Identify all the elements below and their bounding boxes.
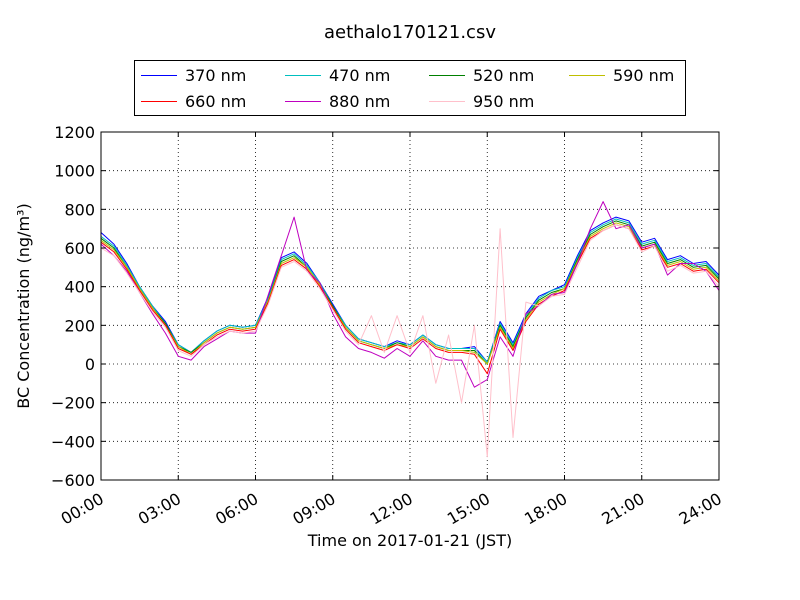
series-layer <box>100 201 720 458</box>
series-line <box>100 218 720 363</box>
chart-title: aethalo170121.csv <box>324 22 496 43</box>
legend-label: 520 nm <box>473 65 535 85</box>
x-tick-label: 03:00 <box>135 489 184 529</box>
y-tick-label: 400 <box>64 278 95 297</box>
legend-label: 880 nm <box>329 91 391 111</box>
legend-item: 880 nm <box>285 90 390 112</box>
legend-swatch <box>285 100 321 102</box>
y-tick-label: −400 <box>51 432 95 451</box>
legend-item: 470 nm <box>285 64 390 86</box>
grid <box>101 132 719 480</box>
y-axis-label: BC Concentration (ng/m³) <box>14 203 33 408</box>
legend-label: 950 nm <box>473 91 535 111</box>
legend-swatch <box>285 74 321 76</box>
y-tick-label: −600 <box>51 471 95 490</box>
x-tick-label: 21:00 <box>598 489 647 529</box>
legend-item: 370 nm <box>141 64 246 86</box>
legend-swatch <box>141 100 177 102</box>
legend-label: 370 nm <box>185 65 247 85</box>
legend-item: 950 nm <box>429 90 534 112</box>
x-tick-label: 09:00 <box>289 489 338 529</box>
y-tick-label: 800 <box>64 200 95 219</box>
series-line <box>100 224 720 458</box>
series-line <box>100 222 720 365</box>
ticks <box>100 131 720 481</box>
legend-swatch <box>569 74 605 76</box>
x-tick-label: 18:00 <box>521 489 570 529</box>
x-tick-label: 12:00 <box>367 489 416 529</box>
legend-label: 470 nm <box>329 65 391 85</box>
y-tick-label: 0 <box>85 355 95 374</box>
y-tick-label: 200 <box>64 316 95 335</box>
x-axis-label: Time on 2017-01-21 (JST) <box>307 531 512 550</box>
legend-swatch <box>141 74 177 76</box>
legend-swatch <box>429 100 465 102</box>
legend: 370 nm 470 nm 520 nm 590 nm 660 nm 880 nm 950 … <box>134 60 686 116</box>
y-tick-label: 600 <box>64 239 95 258</box>
y-tick-label: 1000 <box>54 162 95 181</box>
legend-item: 590 nm <box>569 64 674 86</box>
legend-item: 660 nm <box>141 90 246 112</box>
x-tick-labels: 00:00 03:00 06:00 09:00 12:00 15:00 18:00 21:00… <box>58 489 725 529</box>
legend-label: 660 nm <box>185 91 247 111</box>
x-tick-label: 00:00 <box>58 489 107 529</box>
legend-label: 590 nm <box>613 65 675 85</box>
legend-item: 520 nm <box>429 64 534 86</box>
y-tick-labels: −600 −400 −200 0 200 400 600 800 1000 1200 <box>51 123 95 490</box>
x-tick-label: 06:00 <box>212 489 261 529</box>
x-tick-label: 24:00 <box>676 489 725 529</box>
legend-swatch <box>429 74 465 76</box>
x-tick-label: 15:00 <box>444 489 493 529</box>
y-tick-label: 1200 <box>54 123 95 142</box>
y-tick-label: −200 <box>51 394 95 413</box>
series-line <box>100 201 720 388</box>
